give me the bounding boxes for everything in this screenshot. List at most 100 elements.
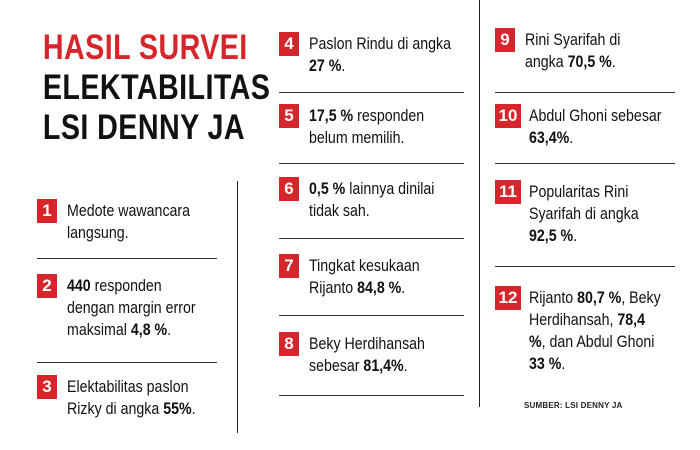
separator [37, 258, 217, 259]
finding-text-segment: Rijanto [309, 279, 358, 297]
finding-text-segment: Beky Herdihansah [309, 335, 425, 353]
finding-text: Rini Syarifah di angka 70,5 %. [525, 29, 620, 73]
finding-value: 92,5 % [529, 227, 574, 245]
finding-text-segment: angka [525, 53, 568, 71]
finding-text-segment: Medote wawancara [67, 202, 191, 220]
finding-text-segment: Herdihansah, [529, 311, 618, 329]
finding-value: 33 % [529, 355, 562, 373]
finding-text-segment: . [167, 321, 172, 339]
title-line-2: ELEKTABILITAS [42, 68, 271, 107]
finding-text-line: Popularitas Rini [529, 181, 639, 203]
finding-text-segment: Popularitas Rini [529, 183, 629, 201]
finding-text-line: Beky Herdihansah [309, 333, 425, 355]
finding-value: 78,4 [617, 311, 645, 329]
finding-text: 440 responden dengan margin error maksimal… [67, 275, 196, 341]
finding-text-line: 63,4%. [529, 127, 662, 149]
separator [495, 266, 675, 267]
finding-text-line: 0,5 % lainnya dinilai [309, 178, 434, 200]
finding-text-segment: responden [353, 107, 425, 125]
finding-text-segment: . [573, 227, 578, 245]
finding-text-segment: dengan margin error [67, 299, 196, 317]
finding-text: Tingkat kesukaan Rijanto 84,8 %. [309, 255, 420, 299]
finding-text-line: Herdihansah, 78,4 [529, 309, 661, 331]
separator [279, 163, 464, 164]
finding-value: 440 [67, 277, 91, 295]
finding-number-badge: 1 [37, 199, 57, 223]
finding-text-line: tidak sah. [309, 200, 434, 222]
finding-number-badge: 12 [495, 286, 521, 310]
title-line-3: LSI DENNY JA [42, 108, 246, 147]
finding-number-badge: 3 [37, 375, 57, 399]
title-line-1: HASIL SURVEI [42, 28, 248, 67]
finding-text-line: Medote wawancara [67, 200, 190, 222]
finding-value: 70,5 % [567, 53, 612, 71]
finding-text-segment: Rijanto [529, 289, 578, 307]
finding-text-segment: . [611, 53, 616, 71]
finding-text: Elektabilitas paslon Rizky di angka 55%. [67, 376, 196, 420]
finding-text-segment: , Beky [621, 289, 661, 307]
finding-text-line: Tingkat kesukaan [309, 255, 420, 277]
finding-text-line: 440 responden [67, 275, 196, 297]
finding-value: 80,7 % [577, 289, 622, 307]
finding-value: % [529, 333, 542, 351]
finding-text-segment: Elektabilitas paslon [67, 378, 189, 396]
finding-text-line: belum memilih. [309, 127, 424, 149]
finding-text-segment: langsung. [67, 224, 129, 242]
finding-number-badge: 10 [495, 104, 521, 128]
finding-text-segment: , dan Abdul Ghoni [541, 333, 655, 351]
finding-text-segment: . [569, 129, 574, 147]
finding-text-segment: belum memilih. [309, 129, 405, 147]
infographic-title: HASIL SURVEI ELEKTABILITAS LSI DENNY JA [42, 28, 271, 148]
finding-value: 0,5 % [309, 180, 346, 198]
column-divider-1 [237, 181, 238, 433]
finding-text: Beky Herdihansah sebesar 81,4%. [309, 333, 425, 377]
separator [279, 395, 464, 396]
finding-text-line: Paslon Rindu di angka [309, 33, 451, 55]
column-divider-2 [479, 0, 480, 407]
finding-text-segment: lainnya dinilai [345, 180, 435, 198]
finding-value: 55% [163, 400, 192, 418]
finding-text-line: dengan margin error [67, 297, 196, 319]
separator [37, 362, 217, 363]
finding-number-badge: 8 [279, 332, 299, 356]
finding-text-line: maksimal 4,8 %. [67, 319, 196, 341]
finding-text-segment: . [561, 355, 566, 373]
finding-text-segment: Rizky di angka [67, 400, 164, 418]
finding-number-badge: 11 [495, 180, 521, 204]
finding-text-line: langsung. [67, 222, 190, 244]
finding-text-segment: Syarifah di angka [529, 205, 639, 223]
source-note: SUMBER: LSI DENNY JA [524, 401, 623, 410]
finding-number-badge: 5 [279, 104, 299, 128]
finding-text-segment: responden [90, 277, 162, 295]
finding-value: 4,8 % [130, 321, 168, 339]
finding-text-segment: . [191, 400, 196, 418]
finding-text: 17,5 % responden belum memilih. [309, 105, 424, 149]
finding-value: 17,5 % [309, 107, 354, 125]
finding-text-segment: . [341, 57, 346, 75]
finding-text: Paslon Rindu di angka 27 %. [309, 33, 451, 77]
finding-text-line: Rini Syarifah di [525, 29, 620, 51]
finding-text-line: angka 70,5 %. [525, 51, 620, 73]
finding-text-line: sebesar 81,4%. [309, 355, 425, 377]
finding-number-badge: 9 [495, 28, 515, 52]
finding-text-segment: sebesar [309, 357, 364, 375]
finding-text: Abdul Ghoni sebesar 63,4%. [529, 105, 662, 149]
finding-text: Medote wawancara langsung. [67, 200, 190, 244]
finding-number-badge: 2 [37, 274, 57, 298]
finding-text-segment: maksimal [67, 321, 131, 339]
finding-text-segment: . [401, 279, 406, 297]
separator [279, 238, 464, 239]
finding-value: 63,4% [529, 129, 570, 147]
finding-text-line: Rijanto 84,8 %. [309, 277, 420, 299]
finding-text-line: Rijanto 80,7 %, Beky [529, 287, 661, 309]
separator [279, 315, 464, 316]
separator [495, 163, 675, 164]
finding-text-segment: Paslon Rindu di angka [309, 35, 452, 53]
finding-text-segment: Rini Syarifah di [525, 31, 621, 49]
finding-text-segment: Abdul Ghoni sebesar [529, 107, 662, 125]
finding-text-segment: Tingkat kesukaan [309, 257, 420, 275]
finding-text-line: 92,5 %. [529, 225, 639, 247]
finding-text: Popularitas Rini Syarifah di angka 92,5 %. [529, 181, 639, 247]
finding-number-badge: 7 [279, 254, 299, 278]
separator [279, 92, 464, 93]
